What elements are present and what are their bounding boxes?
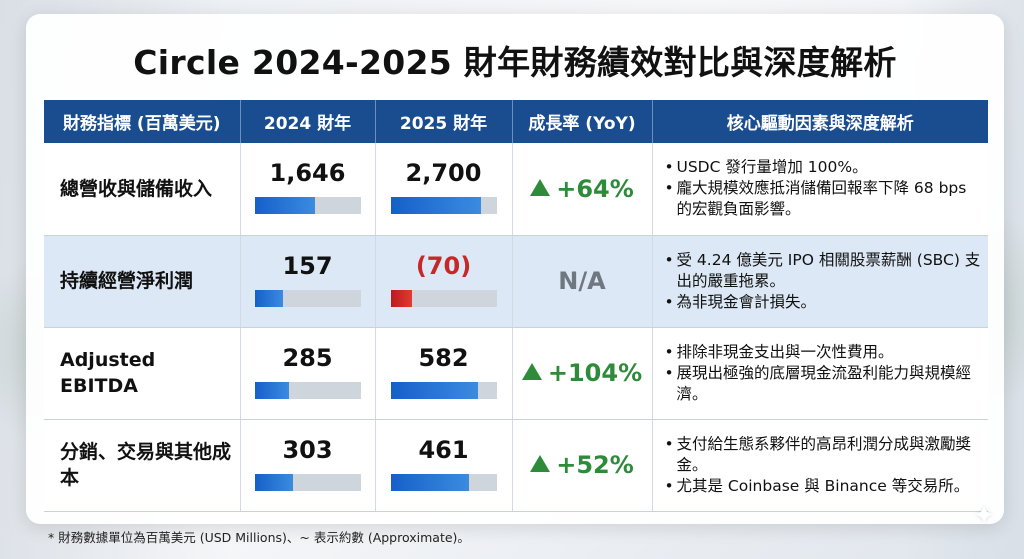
value-2025-cell: (70): [375, 235, 513, 328]
metric-label: 總營收與儲備收入: [44, 143, 241, 236]
bar-track-2024: [254, 289, 361, 307]
metric-label: 持續經營淨利潤: [44, 235, 241, 328]
yoy-value: +64%: [556, 174, 634, 203]
value-2025-cell: 461: [375, 419, 513, 512]
analysis-item: 受 4.24 億美元 IPO 相關股票薪酬 (SBC) 支出的嚴重拖累。: [663, 250, 985, 292]
triangle-up-icon: [530, 455, 551, 472]
metric-label: 分銷、交易與其他成本: [44, 419, 241, 512]
header-fy2024: 2024 財年: [240, 100, 376, 143]
bar-fill-2024: [254, 381, 290, 399]
analysis-item: USDC 發行量增加 100%。: [663, 157, 985, 178]
header-yoy: 成長率 (YoY): [512, 100, 653, 143]
value-2025: 2,700: [405, 159, 482, 188]
analysis-cell: 支付給生態系夥伴的高昂利潤分成與激勵獎金。 尤其是 Coinbase 與 Bin…: [652, 419, 988, 512]
analysis-list: USDC 發行量增加 100%。 龐大規模效應抵消儲備回報率下降 68 bps …: [663, 157, 985, 220]
triangle-up-icon: [530, 178, 551, 196]
analysis-cell: 排除非現金支出與一次性費用。 展現出極強的底層現金流盈利能力與規模經濟。: [652, 327, 988, 420]
triangle-up-icon: [521, 363, 542, 380]
footnote: * 財務數據單位為百萬美元 (USD Millions)、~ 表示約數 (App…: [48, 530, 470, 545]
bar-track-2024: [254, 381, 361, 399]
bar-fill-2025-negative: [390, 289, 412, 307]
value-2025: 461: [418, 435, 469, 464]
bar-fill-2025: [390, 381, 479, 399]
page-title: Circle 2024-2025 財年財務績效對比與深度解析: [133, 43, 897, 82]
bar-fill-2024: [254, 197, 315, 215]
value-2025-negative: (70): [415, 251, 472, 280]
value-2024: 303: [282, 435, 333, 464]
bar-fill-2024: [254, 289, 284, 307]
bar-track-2024: [254, 197, 361, 215]
table-row: 持續經營淨利潤 157 (70) N/A 受 4.24 億美元 IPO 相關股票…: [44, 235, 988, 328]
value-2025: 582: [418, 343, 469, 372]
bar-fill-2024: [254, 473, 293, 491]
table-row: 總營收與儲備收入 1,646 2,700 +64% USDC 發行量增加 100…: [44, 143, 988, 236]
bar-track-2025: [390, 473, 497, 491]
analysis-cell: 受 4.24 億美元 IPO 相關股票薪酬 (SBC) 支出的嚴重拖累。 為非現…: [652, 235, 988, 328]
table-row: 分銷、交易與其他成本 303 461 +52% 支付給生態系夥伴的高昂利潤分成與…: [44, 419, 988, 512]
bar-track-2024: [254, 473, 361, 491]
value-2025-cell: 2,700: [375, 143, 513, 236]
value-2024-cell: 1,646: [240, 143, 376, 236]
bar-fill-2025: [390, 473, 469, 491]
analysis-cell: USDC 發行量增加 100%。 龐大規模效應抵消儲備回報率下降 68 bps …: [652, 143, 988, 236]
value-2024: 285: [282, 343, 333, 372]
yoy-value: +104%: [547, 359, 643, 387]
value-2025-cell: 582: [375, 327, 513, 420]
financial-table: 財務指標 (百萬美元) 2024 財年 2025 財年 成長率 (YoY) 核心…: [44, 100, 988, 512]
value-2024-cell: 157: [240, 235, 376, 328]
header-metric: 財務指標 (百萬美元): [44, 100, 241, 143]
analysis-item: 支付給生態系夥伴的高昂利潤分成與激勵獎金。: [663, 434, 985, 476]
value-2024: 1,646: [269, 159, 346, 188]
analysis-item: 為非現金會計損失。: [663, 292, 985, 313]
analysis-list: 支付給生態系夥伴的高昂利潤分成與激勵獎金。 尤其是 Coinbase 與 Bin…: [663, 434, 985, 497]
table-row: Adjusted EBITDA 285 582 +104% 排除非現金支出與一次…: [44, 327, 988, 420]
sparkle-icon: ✦: [973, 501, 995, 531]
analysis-list: 排除非現金支出與一次性費用。 展現出極強的底層現金流盈利能力與規模經濟。: [663, 342, 985, 405]
header-fy2025: 2025 財年: [375, 100, 513, 143]
analysis-item: 排除非現金支出與一次性費用。: [663, 342, 985, 363]
bar-track-2025: [390, 289, 497, 307]
yoy-cell: +52%: [512, 419, 653, 512]
yoy-value: +52%: [556, 451, 634, 479]
yoy-cell: +64%: [512, 143, 653, 236]
comparison-card: Circle 2024-2025 財年財務績效對比與深度解析 財務指標 (百萬美…: [26, 14, 1004, 524]
metric-label: Adjusted EBITDA: [44, 327, 241, 420]
value-2024: 157: [282, 251, 333, 280]
bar-track-2025: [390, 381, 497, 399]
header-analysis: 核心驅動因素與深度解析: [652, 100, 988, 143]
yoy-value: N/A: [558, 267, 606, 295]
analysis-item: 龐大規模效應抵消儲備回報率下降 68 bps 的宏觀負面影響。: [663, 178, 985, 220]
analysis-item: 尤其是 Coinbase 與 Binance 等交易所。: [663, 476, 985, 497]
analysis-list: 受 4.24 億美元 IPO 相關股票薪酬 (SBC) 支出的嚴重拖累。 為非現…: [663, 250, 985, 313]
analysis-item: 展現出極強的底層現金流盈利能力與規模經濟。: [663, 363, 985, 405]
yoy-cell: +104%: [512, 327, 653, 420]
yoy-cell: N/A: [512, 235, 653, 328]
bar-fill-2025: [390, 197, 481, 215]
bar-track-2025: [390, 197, 497, 215]
value-2024-cell: 285: [240, 327, 376, 420]
table-header-row: 財務指標 (百萬美元) 2024 財年 2025 財年 成長率 (YoY) 核心…: [44, 100, 988, 143]
value-2024-cell: 303: [240, 419, 376, 512]
